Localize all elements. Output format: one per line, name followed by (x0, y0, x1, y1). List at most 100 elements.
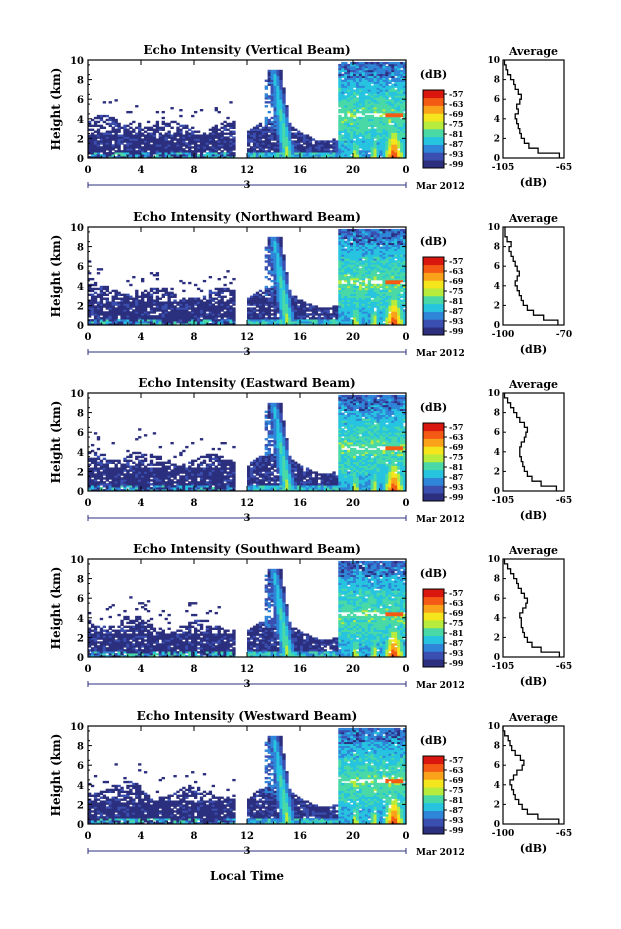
heatmap-cell (282, 295, 286, 298)
heatmap-cell (282, 105, 286, 108)
heatmap-cell (202, 311, 207, 314)
heatmap-cell (282, 152, 286, 155)
heatmap-cell (135, 297, 139, 300)
heatmap-cell (300, 315, 304, 318)
heatmap-cell (344, 156, 348, 159)
heatmap-cell (185, 136, 189, 139)
heatmap-cell (344, 130, 348, 133)
heatmap-cell (376, 83, 380, 86)
heatmap-cell (208, 134, 213, 137)
heatmap-cell (347, 276, 351, 279)
heatmap-cell (247, 303, 251, 306)
heatmap-cell (279, 122, 283, 126)
heatmap-cell (367, 101, 372, 104)
heatmap-cell (138, 317, 142, 320)
heatmap-cell (361, 99, 366, 102)
heatmap-cell (276, 120, 280, 124)
heatmap-cell (282, 154, 286, 157)
heatmap-cell (373, 118, 377, 122)
heatmap-cell (270, 246, 274, 249)
heatmap-cell (385, 112, 389, 116)
heatmap-cell (255, 313, 260, 316)
heatmap-cell (338, 105, 342, 108)
heatmap-cell (123, 311, 127, 314)
heatmap-cell (394, 228, 398, 232)
heatmap-cell (388, 156, 392, 159)
heatmap-cell (202, 142, 207, 145)
heatmap-cell (382, 63, 386, 67)
heatmap-cell (258, 319, 263, 322)
heatmap-cell (267, 140, 271, 143)
heatmap-cell (176, 132, 180, 135)
heatmap-cell (143, 301, 148, 304)
heatmap-cell (403, 122, 407, 126)
heatmap-cell (167, 305, 171, 308)
heatmap-cell (143, 138, 148, 141)
heatmap-cell (88, 285, 92, 289)
heatmap-cell (353, 61, 357, 65)
heatmap-cell (273, 264, 277, 267)
heatmap-cell (229, 101, 233, 104)
heatmap-cell (297, 154, 301, 157)
heatmap-cell (285, 130, 289, 133)
heatmap-cell (279, 250, 283, 253)
heatmap-cell (400, 128, 404, 131)
heatmap-cell (179, 315, 183, 318)
heatmap-cell (191, 130, 195, 133)
heatmap-cell (338, 154, 342, 157)
heatmap-cell (117, 136, 121, 139)
heatmap-cell (247, 148, 251, 151)
heatmap-cell (291, 299, 295, 302)
colorbar-tick-label: -63 (449, 99, 464, 109)
heatmap-cell (338, 114, 342, 118)
heatmap-cell (155, 301, 160, 304)
heatmap-cell (229, 126, 233, 129)
heatmap-cell (132, 134, 136, 137)
heatmap-cell (129, 134, 133, 137)
heatmap-cell (394, 61, 398, 65)
heatmap-cell (397, 114, 401, 118)
heatmap-cell (196, 315, 201, 318)
heatmap-cell (138, 299, 142, 302)
heatmap-cell (102, 321, 107, 324)
heatmap-cell (273, 124, 277, 128)
heatmap-cell (382, 142, 386, 145)
heatmap-cell (105, 140, 110, 143)
heatmap-cell (358, 99, 363, 102)
panel-title: Echo Intensity (Vertical Beam) (143, 43, 350, 57)
heatmap-cell (90, 132, 95, 135)
heatmap-cell (220, 140, 224, 143)
heatmap-cell (267, 73, 271, 77)
heatmap-cell (329, 140, 333, 143)
heatmap-cell (120, 150, 124, 153)
heatmap-cell (376, 93, 380, 96)
heatmap-cell (191, 301, 195, 304)
heatmap-cell (297, 146, 301, 149)
heatmap-cell (338, 130, 342, 133)
heatmap-cell (403, 134, 407, 137)
heatmap-cell (279, 321, 283, 324)
heatmap-cell (120, 317, 124, 320)
heatmap-cell (320, 323, 324, 326)
heatmap-cell (391, 79, 395, 82)
heatmap-cell (394, 110, 398, 114)
heatmap-cell (270, 130, 274, 133)
heatmap-cell (311, 148, 316, 151)
heatmap-cell (114, 303, 118, 306)
heatmap-cell (146, 120, 151, 124)
heatmap-cell (276, 293, 280, 296)
heatmap-cell (170, 156, 174, 159)
heatmap-cell (373, 152, 377, 155)
heatmap-cell (367, 122, 372, 126)
heatmap-cell (135, 140, 139, 143)
heatmap-cell (141, 138, 145, 141)
heatmap-cell (155, 128, 160, 131)
heatmap-cell (353, 91, 357, 94)
heatmap-cell (208, 309, 213, 312)
heatmap-cell (223, 315, 227, 318)
heatmap-cell (132, 317, 136, 320)
heatmap-cell (358, 105, 363, 108)
heatmap-cell (117, 150, 121, 153)
heatmap-cell (317, 317, 322, 320)
heatmap-cell (267, 277, 271, 281)
